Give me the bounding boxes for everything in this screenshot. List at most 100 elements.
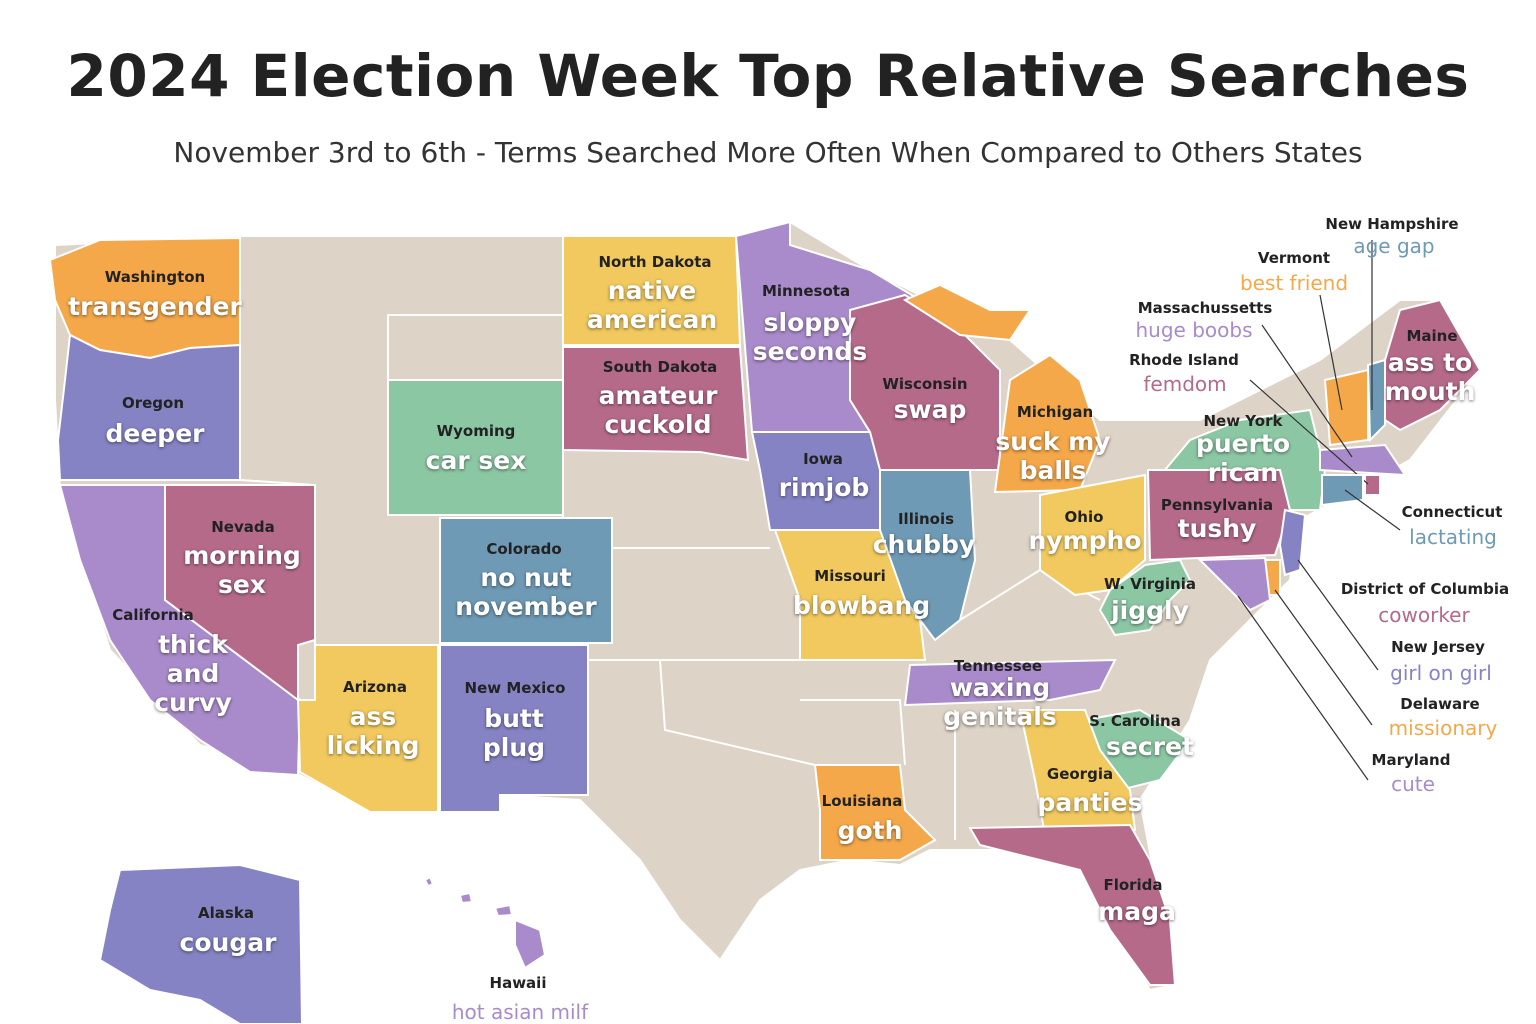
state-name: New York <box>1203 412 1283 430</box>
state-name: North Dakota <box>598 253 712 271</box>
state-name: Michigan <box>1016 403 1094 421</box>
search-term: age gap <box>1353 234 1435 258</box>
state-name: W. Virginia <box>1104 575 1196 593</box>
search-term: secret <box>1106 732 1194 761</box>
state-shape <box>423 875 435 888</box>
state-name: Washington <box>104 268 206 286</box>
state-shape <box>1384 298 1482 432</box>
state-shape <box>1364 474 1381 496</box>
search-term: no nut november <box>455 563 597 621</box>
search-term: waxing genitals <box>943 673 1057 731</box>
state-name: South Dakota <box>602 358 718 376</box>
search-term: puerto rican <box>1195 429 1291 487</box>
state-shape <box>1323 368 1369 447</box>
state-shape <box>387 379 564 516</box>
state-name: Ohio <box>1064 508 1104 526</box>
search-term: amateur cuckold <box>598 381 718 439</box>
state-shape <box>493 903 514 918</box>
search-term: goth <box>837 816 903 845</box>
search-term: nympho <box>1028 526 1142 555</box>
search-term: transgender <box>68 292 242 321</box>
state-name: New Jersey <box>1391 638 1485 656</box>
state-name: District of Columbia <box>1340 580 1510 598</box>
title: 2024 Election Week Top Relative Searches <box>66 42 1470 110</box>
state-shape <box>813 764 937 861</box>
state-name: Connecticut <box>1401 503 1503 521</box>
state-shape <box>56 333 241 481</box>
state-name: Illinois <box>897 510 955 528</box>
state-name: New Mexico <box>464 679 566 697</box>
state-name: S. Carolina <box>1089 712 1181 730</box>
leader-line <box>1319 294 1343 411</box>
state-name: Hawaii <box>489 974 547 992</box>
state-name: Tennessee <box>953 657 1043 675</box>
search-term: thick and curvy <box>154 630 232 717</box>
state-name: Oregon <box>121 394 185 412</box>
state-shape <box>1278 508 1307 577</box>
state-name: Nevada <box>211 518 275 536</box>
state-name: Minnesota <box>761 282 851 300</box>
state-name: Colorado <box>486 540 562 558</box>
state-name: Maine <box>1406 327 1458 345</box>
state-shape <box>439 644 589 813</box>
state-shape <box>296 644 439 813</box>
state-shape <box>902 283 1032 342</box>
state-name: Rhode Island <box>1129 351 1239 369</box>
state-shape <box>993 353 1102 494</box>
search-term: cute <box>1391 772 1435 796</box>
search-term: panties <box>1037 788 1143 817</box>
search-term: jiggly <box>1111 596 1189 625</box>
leader-line <box>1237 595 1369 781</box>
search-term: suck my balls <box>995 427 1111 485</box>
search-term: ass licking <box>326 702 420 760</box>
search-term: maga <box>1098 897 1176 926</box>
state-name: Georgia <box>1046 765 1114 783</box>
state-name: Arizona <box>343 678 407 696</box>
state-name: Vermont <box>1257 249 1331 267</box>
search-term: blowbang <box>793 591 931 620</box>
search-term: rimjob <box>778 473 870 502</box>
search-term: car sex <box>425 446 527 475</box>
state-name: Wyoming <box>436 422 516 440</box>
search-term: sloppy seconds <box>752 308 868 366</box>
state-name: Wisconsin <box>882 375 968 393</box>
search-term: cougar <box>179 928 277 957</box>
state-shape <box>514 918 547 970</box>
leader-line <box>1344 489 1401 531</box>
leader-line <box>1249 379 1369 485</box>
search-term: girl on girl <box>1390 661 1492 685</box>
search-term: hot asian milf <box>451 1000 589 1024</box>
leader-line <box>1274 589 1373 726</box>
state-shape <box>968 823 1177 986</box>
state-shape <box>1319 443 1407 477</box>
leader-line <box>1261 324 1353 458</box>
leader-line <box>1297 559 1379 671</box>
state-shape <box>439 517 613 644</box>
state-name: Massachussetts <box>1137 299 1273 317</box>
search-term: ass to mouth <box>1384 348 1476 406</box>
search-term: tushy <box>1177 514 1257 543</box>
state-name: Missouri <box>814 567 886 585</box>
search-term: missionary <box>1388 716 1498 740</box>
search-term: butt plug <box>482 704 546 762</box>
search-term: chubby <box>872 530 976 559</box>
subtitle: November 3rd to 6th - Terms Searched Mor… <box>173 136 1363 169</box>
search-term: femdom <box>1143 372 1227 396</box>
state-name: New Hampshire <box>1325 215 1459 233</box>
state-name: Iowa <box>803 450 843 468</box>
search-term: lactating <box>1409 525 1497 549</box>
search-term: morning sex <box>183 541 301 599</box>
state-name: Delaware <box>1400 695 1480 713</box>
state-shape <box>1197 556 1272 612</box>
search-term: native american <box>586 276 718 334</box>
state-shape <box>98 863 304 1024</box>
state-name: Pennsylvania <box>1160 496 1274 514</box>
state-shape <box>1018 709 1137 837</box>
state-name: Maryland <box>1371 751 1451 769</box>
search-term: coworker <box>1378 603 1470 627</box>
state-shape <box>562 235 742 346</box>
state-shape <box>903 658 1117 707</box>
search-term: best friend <box>1239 271 1349 295</box>
state-shape <box>164 484 316 703</box>
